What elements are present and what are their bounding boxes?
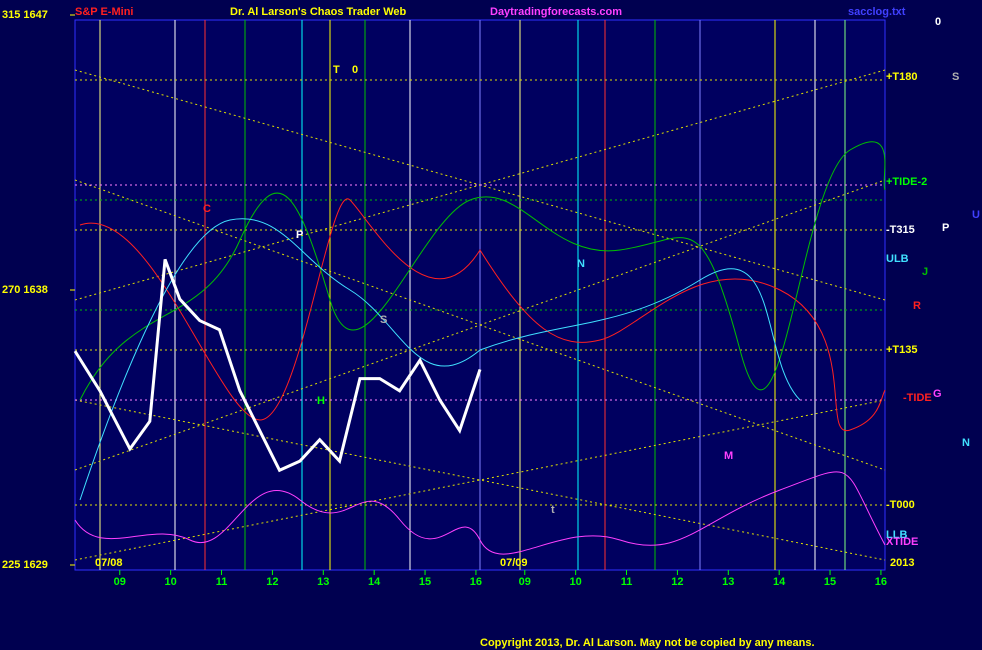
level-label: XTIDE <box>886 536 918 548</box>
date-label: 07/09 <box>500 557 528 569</box>
instrument: S&P E-Mini <box>75 6 133 18</box>
x-tick-label: 14 <box>368 576 381 588</box>
price-line <box>73 258 482 473</box>
cycle-marker: N <box>577 258 585 270</box>
level-label: +TIDE-2 <box>886 176 927 188</box>
cycle-marker: t <box>551 504 555 516</box>
cycle-marker: 0 <box>935 16 941 28</box>
x-tick-label: 16 <box>470 576 482 588</box>
cycle-lines <box>99 20 846 570</box>
x-tick-label: 10 <box>165 576 177 588</box>
indicator-curves <box>74 141 886 555</box>
cycle-marker: 0 <box>352 64 358 76</box>
y-tick-label: 225 1629 <box>2 559 48 571</box>
cycle-marker: R <box>913 300 921 312</box>
year: 2013 <box>890 557 914 569</box>
x-tick-label: 09 <box>519 576 531 588</box>
cycle-marker: P <box>942 222 949 234</box>
cycle-marker: G <box>933 388 942 400</box>
cycle-marker: H <box>317 395 325 407</box>
cycle-marker: J <box>922 266 928 278</box>
level-label: ULB <box>886 253 909 265</box>
x-tick-label: 14 <box>773 576 786 588</box>
level-label: LLB <box>886 529 907 541</box>
harmonic-lines <box>74 69 886 561</box>
x-tick-label: 10 <box>570 576 582 588</box>
site: Daytradingforecasts.com <box>490 6 622 18</box>
cycle-marker: U <box>972 209 980 221</box>
y-tick-label: 270 1638 <box>2 284 48 296</box>
level-label: +T135 <box>886 344 918 356</box>
x-tick-label: 12 <box>266 576 278 588</box>
level-label: -TIDE <box>903 392 932 404</box>
copyright: Copyright 2013, Dr. Al Larson. May not b… <box>480 637 815 649</box>
x-tick-label: 09 <box>114 576 126 588</box>
x-tick-label: 13 <box>317 576 329 588</box>
x-tick-label: 12 <box>671 576 683 588</box>
cycle-marker: S <box>380 314 387 326</box>
x-tick-label: 15 <box>824 576 836 588</box>
date-label: 07/08 <box>95 557 123 569</box>
cycle-marker: C <box>203 203 211 215</box>
x-tick-label: 16 <box>875 576 887 588</box>
x-tick-label: 11 <box>216 576 228 588</box>
cycle-marker: S <box>952 71 959 83</box>
level-label: -T315 <box>886 224 915 236</box>
x-tick-label: 13 <box>722 576 734 588</box>
y-tick-label: 315 1647 <box>2 9 48 21</box>
cycle-marker: M <box>724 450 733 462</box>
file: sacclog.txt <box>848 6 906 18</box>
cycle-marker: P <box>296 229 303 241</box>
cycle-marker: T <box>333 64 340 76</box>
level-label: -T000 <box>886 499 915 511</box>
x-tick-label: 11 <box>621 576 633 588</box>
chart-title: Dr. Al Larson's Chaos Trader Web <box>230 6 407 18</box>
cycle-marker: N <box>962 437 970 449</box>
level-label: +T180 <box>886 71 918 83</box>
x-tick-label: 15 <box>419 576 431 588</box>
